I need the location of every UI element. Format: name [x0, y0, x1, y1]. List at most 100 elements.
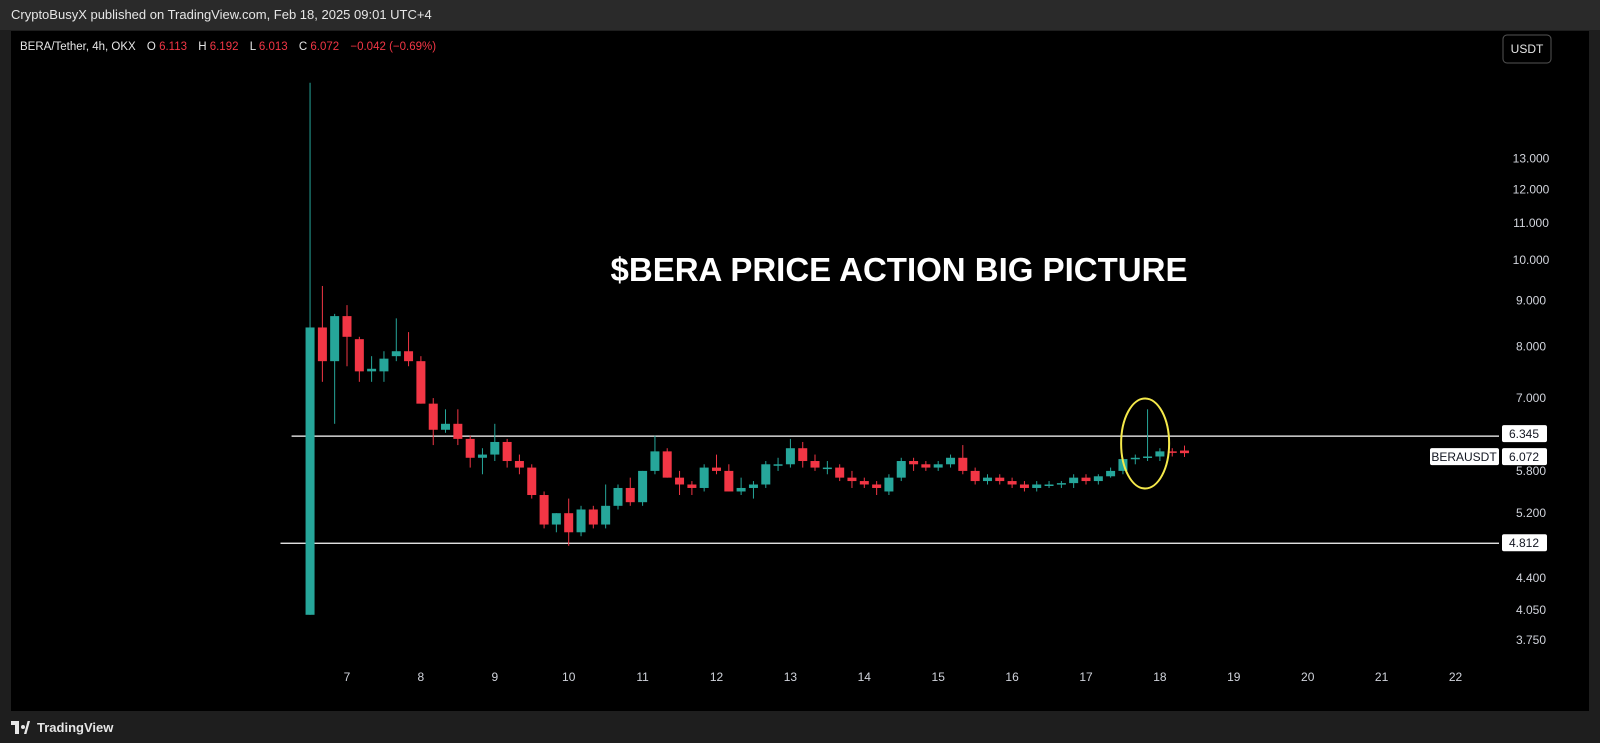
last-price-label: 6.072: [1509, 450, 1539, 464]
candle: [650, 435, 660, 475]
candle: [638, 470, 648, 506]
candle-body: [958, 457, 968, 471]
candle: [921, 461, 931, 471]
candle: [453, 409, 463, 446]
candle-body: [909, 461, 919, 465]
highlight-ellipse[interactable]: [1120, 397, 1171, 490]
candle-body: [662, 451, 672, 478]
candle: [601, 484, 611, 529]
candle-body: [379, 358, 389, 372]
time-tick-label: 12: [710, 670, 724, 684]
time-tick-label: 14: [858, 670, 872, 684]
chart-area[interactable]: BERA/Tether, 4h, OKX O 6.113 H 6.192 L 6…: [11, 31, 1589, 711]
legend-change: −0.042 (−0.69%): [350, 41, 436, 53]
candle: [1143, 409, 1153, 462]
candle-body: [995, 477, 1005, 482]
candle-body: [564, 513, 574, 533]
chart-legend: BERA/Tether, 4h, OKX O 6.113 H 6.192 L 6…: [20, 41, 436, 53]
time-tick-label: 20: [1301, 670, 1315, 684]
candle: [699, 464, 709, 492]
candle-body: [441, 423, 451, 430]
candle-body: [872, 484, 882, 488]
candle: [527, 464, 537, 499]
candle-body: [625, 487, 635, 503]
candle: [367, 356, 377, 382]
candle-body: [1032, 484, 1042, 488]
candle: [625, 477, 635, 506]
candle: [884, 474, 894, 496]
candle: [551, 513, 561, 533]
candle: [748, 481, 758, 499]
candle: [822, 461, 832, 475]
candle: [761, 461, 771, 488]
level-price-label: 6.345: [1509, 427, 1539, 441]
candle-body: [539, 495, 549, 525]
candle-body: [477, 454, 487, 458]
candle: [1007, 477, 1017, 488]
candle: [416, 356, 426, 404]
candle-body: [761, 464, 771, 485]
candle: [330, 313, 340, 424]
candle: [342, 305, 352, 367]
candle-body: [933, 464, 943, 468]
candle-body: [601, 505, 611, 525]
time-tick-label: 13: [784, 670, 798, 684]
candle: [539, 491, 549, 529]
candle-body: [724, 470, 734, 492]
tradingview-logo[interactable]: TradingView: [11, 720, 113, 735]
candle-body: [367, 368, 377, 372]
candle-body: [982, 477, 992, 482]
candle: [441, 409, 451, 433]
candle: [1019, 481, 1029, 492]
candle-body: [490, 441, 500, 455]
price-tick-label: 3.750: [1516, 633, 1546, 647]
publish-header: CryptoBusyX published on TradingView.com…: [0, 0, 1600, 30]
candle-body: [551, 513, 561, 525]
candle-body: [1106, 470, 1116, 477]
series-label: BERAUSDT: [1431, 450, 1497, 464]
horizontal-levels[interactable]: [280, 435, 1499, 544]
time-tick-label: 15: [932, 670, 946, 684]
price-tick-label: 10.000: [1513, 253, 1550, 267]
candle-body: [1143, 456, 1153, 458]
currency-button[interactable]: USDT: [1502, 34, 1552, 64]
candle-body: [785, 448, 795, 465]
candle-body: [822, 467, 832, 470]
price-tick-label: 7.000: [1516, 391, 1546, 405]
last-price-box: [1502, 448, 1547, 466]
chart-annotation[interactable]: $BERA PRICE ACTION BIG PICTURE: [611, 251, 1188, 288]
candle-body: [970, 470, 980, 482]
candle-body: [699, 467, 709, 488]
time-axis[interactable]: 7 8 9 10 11 12 13 14 15 16 17 18 19 20 21 22: [344, 670, 1463, 684]
candle: [1130, 454, 1140, 465]
price-axis[interactable]: 13.000 12.000 11.000 10.000 9.000 8.000 7.000 5…: [1513, 151, 1550, 646]
candle: [1093, 474, 1103, 485]
candle-body: [1180, 450, 1190, 454]
candle: [933, 461, 943, 471]
price-labels: 6.345 4.812 6.072 BERAUSDT: [1430, 425, 1547, 552]
candle-body: [859, 481, 869, 485]
candle-body: [810, 461, 820, 468]
price-tick-label: 11.000: [1513, 216, 1549, 230]
candle: [859, 477, 869, 488]
candle: [564, 498, 574, 546]
tradingview-brand: TradingView: [37, 720, 114, 735]
candle: [798, 441, 808, 468]
time-tick-label: 11: [636, 670, 649, 684]
chart-background: [11, 31, 1589, 711]
time-tick-label: 16: [1005, 670, 1019, 684]
candle: [576, 505, 586, 537]
candle-body: [465, 438, 475, 458]
highlight-circle: [1120, 397, 1171, 490]
candlestick-chart[interactable]: BERA/Tether, 4h, OKX O 6.113 H 6.192 L 6…: [11, 31, 1589, 711]
candle: [613, 484, 623, 510]
candle-body: [391, 351, 401, 357]
price-tick-label: 4.050: [1516, 603, 1546, 617]
candle: [835, 464, 845, 482]
candle: [662, 448, 672, 478]
candle-body: [1081, 477, 1091, 482]
candle-body: [317, 327, 327, 362]
published-text: CryptoBusyX published on TradingView.com…: [11, 7, 432, 22]
candle: [1069, 474, 1079, 488]
time-tick-label: 9: [491, 670, 498, 684]
